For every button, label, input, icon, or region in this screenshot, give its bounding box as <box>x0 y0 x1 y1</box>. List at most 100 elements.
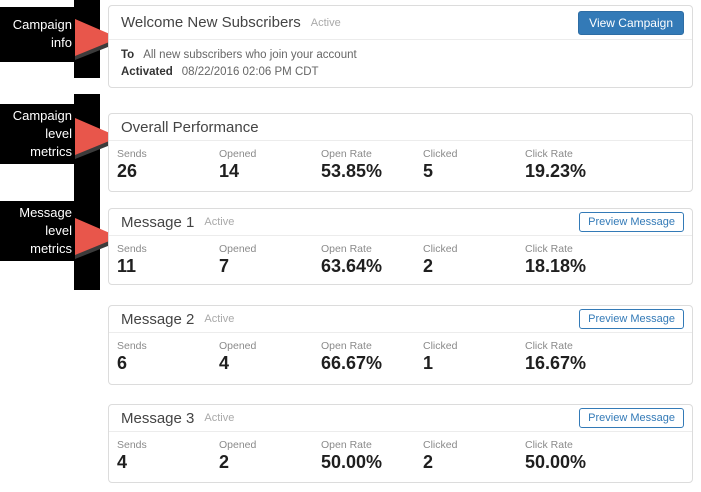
red-arrow-icon <box>75 218 119 259</box>
annotation-line: Message <box>19 205 72 220</box>
metric-sends: Sends 26 <box>117 148 219 182</box>
view-campaign-button[interactable]: View Campaign <box>578 10 684 35</box>
campaign-info-card: Welcome New Subscribers Active View Camp… <box>108 5 693 88</box>
campaign-header: Welcome New Subscribers Active View Camp… <box>109 6 692 40</box>
preview-message-button[interactable]: Preview Message <box>579 212 684 232</box>
metric-label: Open Rate <box>321 439 372 451</box>
annotation-line: Campaign <box>12 17 72 32</box>
campaign-to-line: To All new subscribers who join your acco… <box>121 49 680 61</box>
to-value: All new subscribers who join your accoun… <box>143 49 357 61</box>
metric-sends: Sends 11 <box>117 243 219 277</box>
metric-value: 2 <box>423 256 434 276</box>
metric-value: 26 <box>117 161 138 181</box>
metric-opened: Opened 2 <box>219 439 321 473</box>
metric-open-rate: Open Rate 66.67% <box>321 340 423 374</box>
metric-value: 50.00% <box>321 452 383 472</box>
metric-clicked: Clicked 2 <box>423 243 525 277</box>
metric-label: Click Rate <box>525 439 573 451</box>
metric-opened: Opened 4 <box>219 340 321 374</box>
message-3-metrics-row: Sends 4 Opened 2 Open Rate 50.00% Clicke… <box>109 432 692 473</box>
metric-label: Open Rate <box>321 243 372 255</box>
message-2-card: Message 2 Active Preview Message Sends 6… <box>108 305 693 385</box>
overall-header: Overall Performance <box>109 114 692 141</box>
message-1-header: Message 1 Active Preview Message <box>109 209 692 236</box>
to-label: To <box>121 49 135 61</box>
metric-value: 50.00% <box>525 452 587 472</box>
metric-label: Opened <box>219 439 257 451</box>
overall-performance-card: Overall Performance Sends 26 Opened 14 O… <box>108 113 693 192</box>
annotation-line: Campaign <box>12 108 72 123</box>
preview-message-button[interactable]: Preview Message <box>579 408 684 428</box>
metric-clicked: Clicked 5 <box>423 148 525 182</box>
metric-value: 16.67% <box>525 353 587 373</box>
metric-click-rate: Click Rate 50.00% <box>525 439 627 473</box>
annotation-line: metrics <box>30 144 72 159</box>
campaign-details: To All new subscribers who join your acco… <box>109 40 692 90</box>
annotation-line: level <box>45 126 72 141</box>
metric-clicked: Clicked 1 <box>423 340 525 374</box>
metric-open-rate: Open Rate 53.85% <box>321 148 423 182</box>
metric-label: Click Rate <box>525 243 573 255</box>
campaign-title: Welcome New Subscribers <box>121 14 301 31</box>
metric-opened: Opened 14 <box>219 148 321 182</box>
metric-value: 2 <box>423 452 434 472</box>
red-arrow-icon <box>75 118 119 159</box>
metric-value: 53.85% <box>321 161 383 181</box>
metric-value: 4 <box>219 353 230 373</box>
metric-label: Opened <box>219 340 257 352</box>
metric-label: Sends <box>117 243 147 255</box>
metric-value: 11 <box>117 256 137 276</box>
campaign-status-badge: Active <box>310 16 341 29</box>
metric-value: 5 <box>423 161 434 181</box>
annotation-line: metrics <box>30 241 72 256</box>
overall-metrics-row: Sends 26 Opened 14 Open Rate 53.85% Clic… <box>109 141 692 182</box>
metric-clicked: Clicked 2 <box>423 439 525 473</box>
metric-label: Sends <box>117 340 147 352</box>
metric-value: 66.67% <box>321 353 383 373</box>
annotation-campaign-level-metrics: Campaign level metrics <box>0 104 78 164</box>
message-1-card: Message 1 Active Preview Message Sends 1… <box>108 208 693 285</box>
overall-title: Overall Performance <box>121 118 259 136</box>
metric-value: 2 <box>219 452 230 472</box>
metric-label: Opened <box>219 243 257 255</box>
metric-click-rate: Click Rate 16.67% <box>525 340 627 374</box>
campaign-activated-line: Activated 08/22/2016 02:06 PM CDT <box>121 66 680 78</box>
activated-value: 08/22/2016 02:06 PM CDT <box>181 66 319 78</box>
metric-value: 63.64% <box>321 256 383 276</box>
metric-label: Opened <box>219 148 257 160</box>
metric-label: Clicked <box>423 340 458 352</box>
metric-label: Clicked <box>423 243 458 255</box>
metric-open-rate: Open Rate 50.00% <box>321 439 423 473</box>
metric-label: Open Rate <box>321 148 372 160</box>
metric-label: Click Rate <box>525 148 573 160</box>
red-arrow-icon <box>75 19 119 60</box>
metric-label: Click Rate <box>525 340 573 352</box>
message-title: Message 1 <box>121 213 195 231</box>
annotation-line: info <box>51 35 72 50</box>
metric-click-rate: Click Rate 18.18% <box>525 243 627 277</box>
metric-value: 18.18% <box>525 256 587 276</box>
preview-message-button[interactable]: Preview Message <box>579 309 684 329</box>
metric-value: 14 <box>219 161 240 181</box>
metric-open-rate: Open Rate 63.64% <box>321 243 423 277</box>
annotation-line: level <box>45 223 72 238</box>
message-2-metrics-row: Sends 6 Opened 4 Open Rate 66.67% Clicke… <box>109 333 692 374</box>
metric-label: Sends <box>117 439 147 451</box>
annotation-campaign-info: Campaign info <box>0 7 78 62</box>
message-title: Message 3 <box>121 409 195 427</box>
message-2-header: Message 2 Active Preview Message <box>109 306 692 333</box>
metric-click-rate: Click Rate 19.23% <box>525 148 627 182</box>
message-3-card: Message 3 Active Preview Message Sends 4… <box>108 404 693 483</box>
activated-label: Activated <box>121 66 173 78</box>
metric-value: 4 <box>117 452 128 472</box>
metric-sends: Sends 6 <box>117 340 219 374</box>
metric-value: 6 <box>117 353 128 373</box>
message-status-badge: Active <box>204 313 235 325</box>
metric-value: 19.23% <box>525 161 587 181</box>
metric-opened: Opened 7 <box>219 243 321 277</box>
message-status-badge: Active <box>204 216 235 228</box>
metric-label: Sends <box>117 148 147 160</box>
message-status-badge: Active <box>204 412 235 424</box>
metric-value: 1 <box>423 353 434 373</box>
